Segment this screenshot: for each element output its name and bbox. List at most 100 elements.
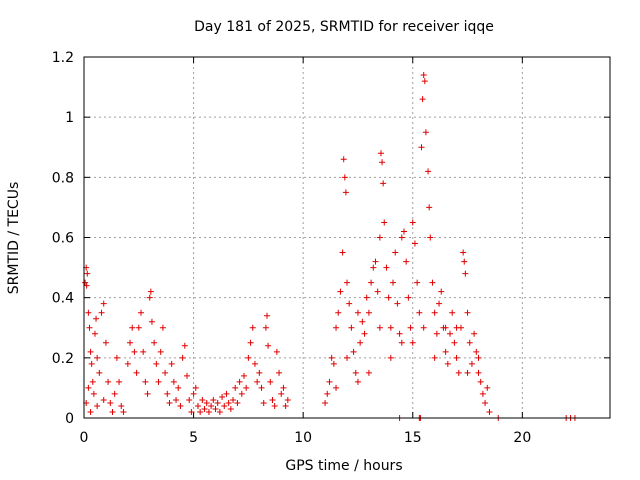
data-point xyxy=(166,399,173,406)
data-point xyxy=(359,318,366,325)
data-point xyxy=(153,360,160,367)
data-point xyxy=(342,189,349,196)
data-point xyxy=(326,378,333,385)
data-point xyxy=(240,372,247,379)
data-point xyxy=(354,309,361,316)
data-point xyxy=(405,294,412,301)
data-point xyxy=(466,339,473,346)
x-tick-label: 10 xyxy=(294,430,312,446)
data-point xyxy=(219,393,226,400)
data-point xyxy=(276,369,283,376)
plot-frame xyxy=(83,56,611,419)
data-point xyxy=(372,258,379,265)
data-point xyxy=(284,396,291,403)
data-point xyxy=(433,330,440,337)
data-point xyxy=(144,390,151,397)
data-point xyxy=(337,288,344,295)
y-tick-label: 0.4 xyxy=(52,291,74,307)
data-point xyxy=(473,348,480,355)
data-point xyxy=(339,249,346,256)
data-point xyxy=(179,354,186,361)
y-tick-label: 0 xyxy=(65,411,74,427)
data-point xyxy=(477,378,484,385)
data-point xyxy=(462,270,469,277)
data-point xyxy=(107,399,114,406)
y-axis-ticks: 0 0.2 0.4 0.6 0.8 1 1.2 xyxy=(52,50,610,427)
data-point xyxy=(197,408,204,415)
data-point xyxy=(449,309,456,316)
data-point xyxy=(109,408,116,415)
data-point xyxy=(162,369,169,376)
data-point xyxy=(201,405,208,412)
data-point xyxy=(344,279,350,286)
data-point xyxy=(377,150,384,157)
data-point xyxy=(431,309,438,316)
data-point xyxy=(471,330,478,337)
data-point xyxy=(344,354,350,361)
data-point xyxy=(376,234,383,241)
data-point xyxy=(258,384,265,391)
data-point xyxy=(203,399,210,406)
data-point xyxy=(409,219,416,226)
data-point xyxy=(387,354,394,361)
data-point xyxy=(94,402,101,409)
data-point xyxy=(225,399,232,406)
data-point xyxy=(205,408,212,415)
data-point xyxy=(267,378,274,385)
data-point xyxy=(280,384,287,391)
data-point xyxy=(265,342,272,349)
data-point xyxy=(127,339,134,346)
data-point xyxy=(102,339,109,346)
data-point xyxy=(175,384,182,391)
data-point xyxy=(148,318,155,325)
data-point xyxy=(333,384,340,391)
data-point xyxy=(453,324,460,331)
data-point xyxy=(398,234,405,241)
data-point xyxy=(100,300,107,307)
data-point xyxy=(221,402,228,409)
data-point xyxy=(98,309,105,316)
data-point xyxy=(425,168,432,175)
data-point xyxy=(210,396,217,403)
x-tick-label: 15 xyxy=(404,430,422,446)
data-point xyxy=(262,324,269,331)
data-point xyxy=(442,324,449,331)
data-point xyxy=(256,369,263,376)
data-point xyxy=(460,249,467,256)
data-point xyxy=(464,369,471,376)
data-point xyxy=(482,399,489,406)
y-axis-label: SRMTID / TECUs xyxy=(6,182,22,295)
data-point xyxy=(416,309,423,316)
data-point xyxy=(251,360,258,367)
data-point xyxy=(444,360,451,367)
data-point xyxy=(227,405,234,412)
data-point xyxy=(264,312,271,319)
data-point xyxy=(453,354,460,361)
data-point xyxy=(96,369,103,376)
data-point xyxy=(479,390,486,397)
data-point xyxy=(234,399,241,406)
data-point xyxy=(370,264,377,271)
y-tick-label: 0.2 xyxy=(52,351,74,367)
data-point xyxy=(85,309,92,316)
data-point xyxy=(411,240,418,247)
data-point xyxy=(140,348,147,355)
data-point xyxy=(420,324,427,331)
data-point xyxy=(348,324,355,331)
data-point xyxy=(365,369,372,376)
y-tick-label: 1 xyxy=(65,110,74,126)
data-point xyxy=(199,396,206,403)
data-point xyxy=(420,72,427,79)
data-point xyxy=(400,228,407,235)
data-point xyxy=(427,234,434,241)
data-point xyxy=(341,174,348,181)
data-point xyxy=(330,360,337,367)
data-point xyxy=(269,396,276,403)
data-point xyxy=(340,156,347,163)
data-point xyxy=(116,378,123,385)
data-point xyxy=(374,288,381,295)
data-point xyxy=(129,324,136,331)
data-point xyxy=(409,339,416,346)
x-tick-label: 5 xyxy=(189,430,198,446)
